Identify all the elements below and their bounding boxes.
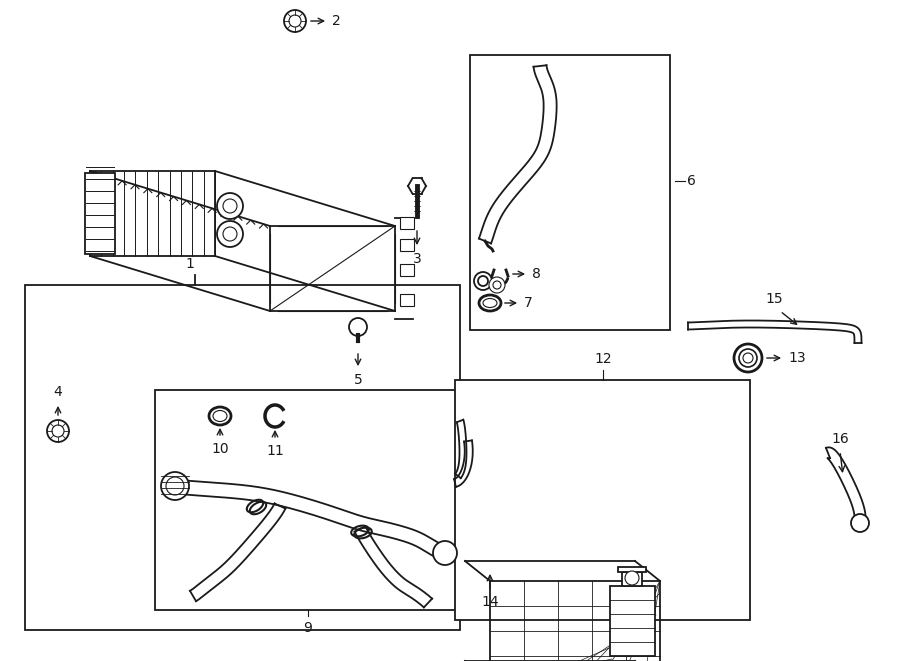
Circle shape [739, 349, 757, 367]
Text: 1: 1 [185, 257, 194, 271]
Bar [400, 217, 414, 229]
Bar [155, 390, 460, 610]
Text: 15: 15 [765, 292, 783, 306]
Text: 2: 2 [332, 14, 341, 28]
Circle shape [47, 420, 69, 442]
Circle shape [489, 277, 505, 293]
Text: 11: 11 [266, 444, 284, 458]
Text: 6: 6 [687, 174, 696, 188]
Bar [85, 173, 115, 254]
Text: 14: 14 [482, 595, 499, 609]
Circle shape [478, 276, 488, 286]
Text: 7: 7 [524, 296, 533, 310]
Text: 16: 16 [831, 432, 849, 446]
Bar [610, 586, 655, 656]
Text: 4: 4 [54, 385, 62, 399]
Bar [400, 294, 414, 306]
Text: 10: 10 [212, 442, 229, 456]
Circle shape [217, 193, 243, 219]
Circle shape [223, 227, 237, 241]
Circle shape [493, 281, 501, 289]
Text: 13: 13 [788, 351, 806, 365]
Circle shape [217, 221, 243, 247]
Text: 3: 3 [412, 252, 421, 266]
Circle shape [223, 199, 237, 213]
Circle shape [284, 10, 306, 32]
Circle shape [851, 514, 869, 532]
Text: 12: 12 [594, 352, 612, 366]
Circle shape [166, 477, 184, 495]
Ellipse shape [483, 299, 497, 307]
Bar [622, 572, 642, 586]
Ellipse shape [209, 407, 231, 425]
Circle shape [734, 344, 762, 372]
Circle shape [289, 15, 301, 27]
Circle shape [474, 272, 492, 290]
Circle shape [52, 425, 64, 437]
Text: 9: 9 [303, 621, 312, 635]
Circle shape [743, 353, 753, 363]
Circle shape [625, 571, 639, 585]
Text: 5: 5 [354, 373, 363, 387]
Bar [25, 285, 460, 630]
Ellipse shape [479, 295, 501, 311]
Bar [400, 264, 414, 276]
Bar [470, 55, 670, 330]
Text: 8: 8 [532, 267, 541, 281]
Circle shape [349, 318, 367, 336]
Bar [400, 239, 414, 251]
Bar [618, 567, 646, 572]
Ellipse shape [213, 410, 227, 422]
Circle shape [433, 541, 457, 565]
Bar [455, 380, 750, 620]
Circle shape [161, 472, 189, 500]
